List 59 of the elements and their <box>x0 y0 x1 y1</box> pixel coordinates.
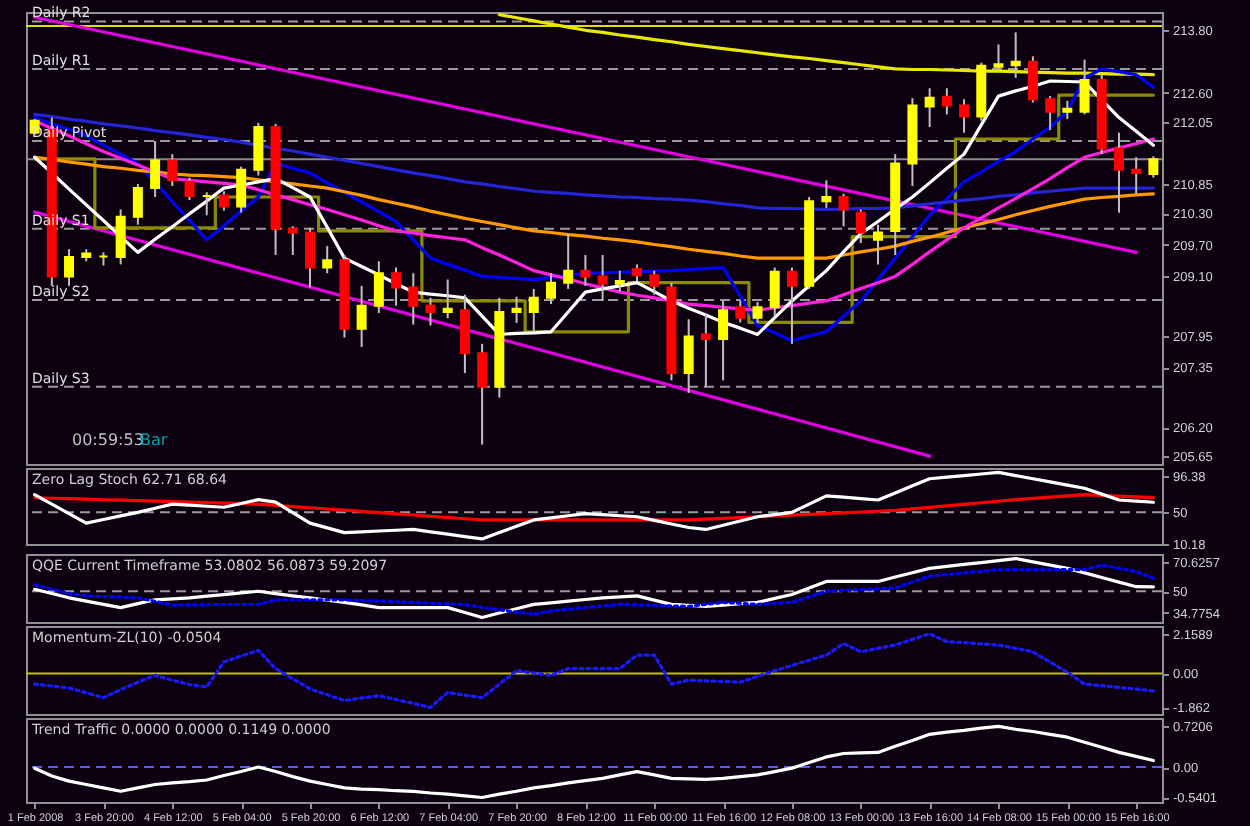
annotation: Bar <box>140 431 169 450</box>
candlestick <box>1079 58 1090 116</box>
candlestick <box>373 260 384 314</box>
candlestick <box>391 266 402 307</box>
candlestick <box>1062 99 1073 121</box>
line-series <box>33 632 1155 710</box>
line-series <box>33 493 1155 522</box>
candlestick <box>287 225 298 256</box>
candlestick <box>993 43 1004 70</box>
candlestick <box>786 266 797 345</box>
candlestick <box>1148 155 1159 179</box>
candlestick <box>941 87 952 116</box>
candlestick <box>356 284 367 348</box>
candlestick <box>873 223 883 266</box>
candlestick <box>959 98 970 134</box>
candlestick <box>924 87 935 128</box>
candlestick <box>64 248 75 287</box>
candlestick <box>218 190 229 212</box>
candlestick <box>1113 131 1124 214</box>
candlestick <box>150 140 161 198</box>
candlestick <box>683 318 694 394</box>
candlestick <box>322 245 333 275</box>
annotation: 00:59:53 <box>72 431 144 450</box>
candlestick <box>838 192 849 228</box>
candlestick <box>167 153 178 188</box>
candlestick <box>580 253 591 287</box>
candlestick <box>305 226 315 289</box>
line-series <box>33 470 1155 541</box>
candlestick <box>184 176 195 202</box>
candlestick <box>821 179 832 209</box>
candlestick <box>253 121 264 177</box>
candlestick <box>752 301 763 324</box>
candlestick <box>511 295 522 324</box>
candlestick <box>1010 31 1021 79</box>
candlestick <box>408 272 419 326</box>
line-series <box>33 112 1155 212</box>
candlestick <box>700 312 711 388</box>
candlestick <box>735 299 746 324</box>
candlestick <box>563 232 574 290</box>
candlestick <box>477 342 488 446</box>
candlestick <box>769 266 780 318</box>
candlestick <box>528 287 539 333</box>
candlestick <box>115 208 126 266</box>
candlestick <box>597 253 608 302</box>
candlestick <box>1027 55 1038 104</box>
candlestick <box>1131 156 1142 195</box>
candlestick <box>855 208 866 244</box>
candlestick <box>236 165 247 214</box>
line-series <box>33 155 1155 260</box>
candlestick <box>442 278 453 320</box>
line-series <box>33 724 1155 800</box>
candlestick <box>1045 95 1056 132</box>
candlestick <box>718 299 729 382</box>
candlestick <box>614 269 625 293</box>
candlestick <box>649 269 660 296</box>
candlestick <box>459 293 470 375</box>
candlestick <box>425 296 436 327</box>
candlestick <box>545 272 556 306</box>
candlestick <box>132 182 143 226</box>
